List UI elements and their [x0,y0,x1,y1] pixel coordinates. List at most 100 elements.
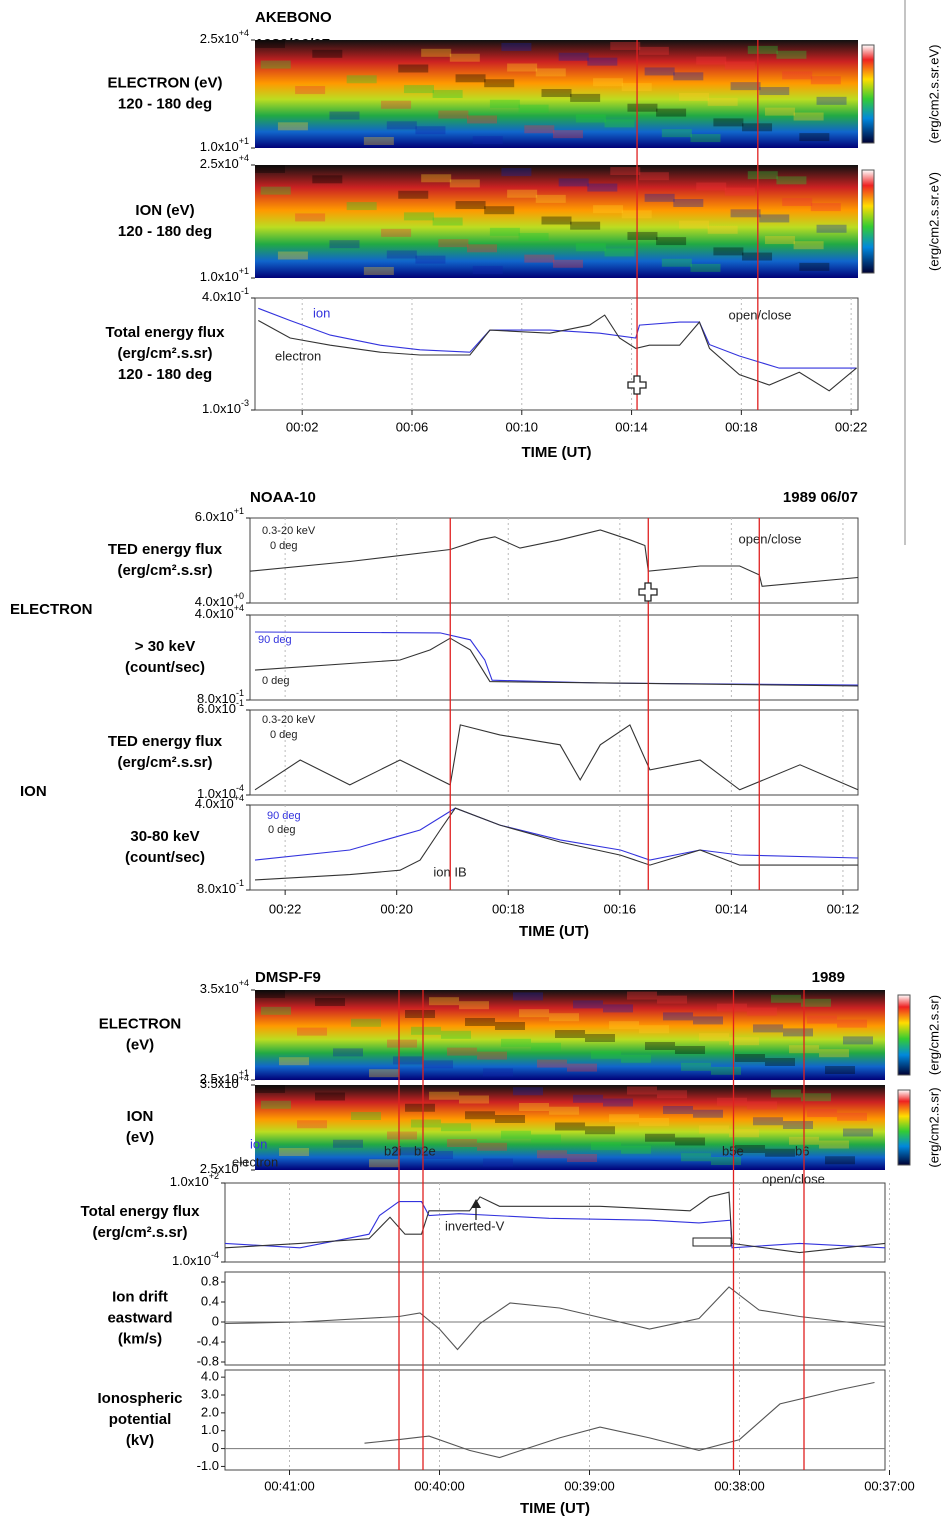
spectrogram-patch [513,1087,543,1095]
plot-area [225,1272,885,1365]
spectrogram-patch [507,190,537,198]
spectrogram-patch [662,129,692,137]
spectrogram-patch [713,118,743,126]
y-axis-label: Ionospheric [97,1390,182,1407]
y-tick-label: 1.0x10+2 [170,1171,219,1189]
spectrogram-patch [679,221,709,229]
y-axis-label: (eV) [126,1036,154,1053]
spectrogram-patch [681,1153,711,1161]
colorbar [862,170,874,273]
spectrogram-patch [696,183,726,191]
legend-label: ion [313,305,330,320]
spectrogram-patch [501,1131,531,1139]
spectrogram-patch [261,1101,291,1109]
spectrogram-patch [465,1111,495,1119]
x-tick-label: 00:06 [396,419,429,434]
spectrogram-patch [559,178,589,186]
annotation: 0.3-20 keV [262,714,316,726]
y-axis-label: (count/sec) [125,659,205,676]
spectrogram-patch [484,79,514,87]
colorbar [862,45,874,143]
colorbar [898,995,910,1075]
figure: AKEBONO1989/06/07(erg/cm2.s.sr.eV)2.5x10… [0,0,952,1521]
spectrogram-patch [696,57,726,65]
y-tick-label: 2.0 [201,1404,219,1419]
legend-label: 0 deg [268,824,296,836]
spectrogram-patch [261,187,291,195]
spectrogram-patch [639,47,669,55]
spectrogram-patch [456,201,486,209]
spectrogram-patch [609,1021,639,1029]
spectrogram-patch [587,58,617,66]
spectrogram-patch [278,122,308,130]
spectrogram-patch [811,76,841,84]
spectrogram-patch [398,191,428,199]
spectrogram-patch [524,255,554,263]
y-tick-label: 4.0x10+4 [195,793,244,811]
spectrogram-patch [295,86,325,94]
spectrogram-patch [765,108,795,116]
spectrogram-patch [675,1138,705,1146]
y-axis-label: eastward [107,1309,172,1326]
spectrogram-patch [459,1001,489,1009]
spectrogram-patch [717,1098,747,1106]
spectrogram-patch [799,263,829,271]
spectrogram-patch [255,990,285,998]
spectrogram-patch [567,1154,597,1162]
spectrogram-patch [278,252,308,260]
spectrogram-patch [441,1031,471,1039]
spectrogram-patch [315,998,345,1006]
spectrogram-patch [731,209,761,217]
annotation: 0.3-20 keV [262,525,316,537]
spectrogram-patch [699,1033,729,1041]
spectrogram-patch [542,217,572,225]
spectrogram-patch [567,1064,597,1072]
spectrogram-patch [261,1007,291,1015]
spectrogram-patch [421,49,451,57]
spectrogram-patch [531,1135,561,1143]
spectrogram-patch [776,176,806,184]
spectrogram-patch [817,225,847,233]
spectrogram-patch [536,195,566,203]
spectrogram-patch [519,233,549,241]
spectrogram-patch [467,115,497,123]
spectrogram-patch [837,1020,867,1028]
y-axis-label: potential [109,1411,172,1428]
spectrogram-patch [542,89,572,97]
x-tick-label: 00:14 [615,419,648,434]
spectrogram-patch [748,171,778,179]
spectrogram-patch [447,1048,477,1056]
y-axis-label: Ion drift [112,1288,168,1305]
colorbar-label: (erg/cm2.s.sr.eV) [926,45,941,144]
spectrogram-patch [627,104,657,112]
spectrogram-patch [411,1027,441,1035]
spectrogram-patch [783,1121,813,1129]
y-axis-label: (erg/cm².s.sr) [117,345,212,362]
spectrogram-patch [783,1028,813,1036]
spectrogram-patch [587,184,617,192]
group-label: ION [20,783,47,800]
spectrogram-patch [347,202,377,210]
spectrogram-patch [801,1093,831,1101]
page: {"chart_data":[ {"type":"stack","title":… [0,0,952,1521]
spectrogram-patch [351,1112,381,1120]
spectrogram-patch [369,1069,399,1077]
y-axis-label: > 30 keV [135,638,195,655]
spectrogram-patch [675,1046,705,1054]
y-tick-label: -0.4 [197,1333,219,1348]
y-tick-label: 4.0x10-1 [202,286,249,304]
y-tick-label: 1.0 [201,1422,219,1437]
x-tick-label: 00:20 [380,901,413,916]
legend-label: ion [250,1136,267,1151]
group-label: ELECTRON [10,601,93,618]
spectrogram-patch [312,50,342,58]
spectrogram-patch [364,137,394,145]
spectrogram-patch [429,997,459,1005]
spectrogram-patch [519,105,549,113]
plot-area [250,805,858,890]
spectrogram-patch [708,98,738,106]
y-axis-label: 30-80 keV [130,828,199,845]
spectrogram-patch [261,61,291,69]
y-tick-label: 3.0 [201,1386,219,1401]
y-tick-label: 1.0x10+1 [200,136,249,154]
